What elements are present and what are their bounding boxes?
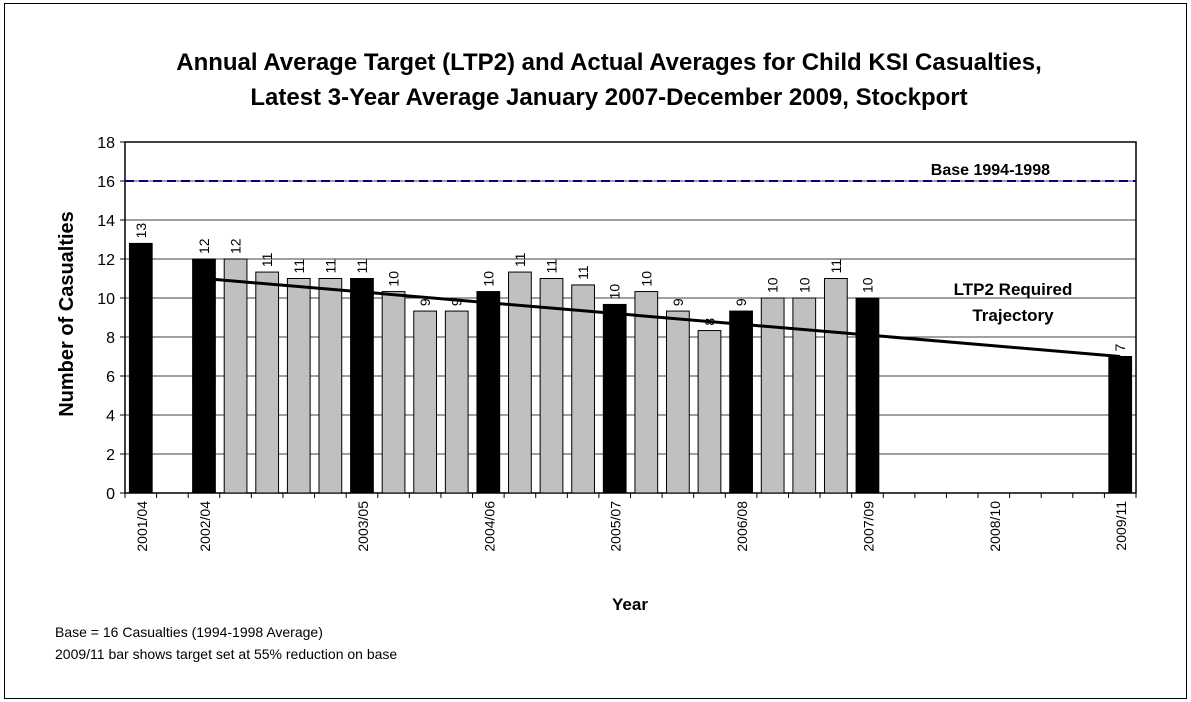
data-label: 10 xyxy=(386,271,402,287)
x-tick-label: 2009/11 xyxy=(1113,501,1129,551)
footnote-base: Base = 16 Casualties (1994-1998 Average) xyxy=(55,624,323,640)
chart-svg: Annual Average Target (LTP2) and Actual … xyxy=(56,49,1137,614)
x-tick-label: 2003/05 xyxy=(355,501,371,552)
data-label: 10 xyxy=(607,284,623,300)
data-label: 11 xyxy=(544,259,560,274)
bar-rolling xyxy=(760,297,785,494)
data-label: 10 xyxy=(638,271,654,287)
bar-rolling xyxy=(792,297,817,494)
y-tick-label: 2 xyxy=(106,447,115,464)
y-tick-label: 6 xyxy=(106,369,115,386)
bar-annual xyxy=(192,258,216,494)
bar-annual xyxy=(128,242,153,494)
data-label: 11 xyxy=(322,259,338,274)
bar-rolling xyxy=(508,271,532,494)
bar-annual xyxy=(855,297,880,494)
x-tick-label: 2004/06 xyxy=(481,501,497,552)
footnote-target: 2009/11 bar shows target set at 55% redu… xyxy=(55,646,398,662)
bar-rolling xyxy=(255,271,280,494)
bar-annual xyxy=(729,310,753,494)
chart-frame: Annual Average Target (LTP2) and Actual … xyxy=(4,3,1187,699)
data-label: 10 xyxy=(480,271,496,287)
data-label: 11 xyxy=(828,259,844,274)
y-axis-label: Number of Casualties xyxy=(56,211,78,417)
bar-rolling xyxy=(666,310,690,494)
data-label: 7 xyxy=(1112,344,1128,352)
chart-subtitle: Latest 3-Year Average January 2007-Decem… xyxy=(250,84,967,111)
bar-rolling xyxy=(697,330,722,494)
y-tick-label: 10 xyxy=(97,291,115,308)
data-label: 9 xyxy=(733,298,749,306)
x-tick-label: 2008/10 xyxy=(987,501,1003,552)
y-tick-label: 8 xyxy=(106,330,115,347)
data-label: 10 xyxy=(765,277,781,293)
x-tick-label: 2001/04 xyxy=(134,501,150,552)
bar-rolling xyxy=(539,278,564,494)
bar-rolling xyxy=(444,310,469,494)
y-tick-label: 14 xyxy=(97,213,115,230)
data-label: 11 xyxy=(512,252,528,267)
x-axis-label: Year xyxy=(612,595,648,614)
data-label: 11 xyxy=(575,265,591,280)
trajectory-label: LTP2 Required xyxy=(954,280,1073,299)
x-tick-label: 2007/09 xyxy=(860,501,876,552)
data-label: 11 xyxy=(291,259,307,274)
x-tick-label: 2002/04 xyxy=(197,501,213,552)
data-label: 10 xyxy=(796,277,812,293)
data-label: 9 xyxy=(449,298,465,306)
chart-title: Annual Average Target (LTP2) and Actual … xyxy=(176,49,1042,76)
bar-rolling xyxy=(223,258,248,494)
data-label: 10 xyxy=(859,277,875,293)
trajectory-line xyxy=(203,277,1121,358)
bar-annual xyxy=(1108,356,1133,494)
bar-annual xyxy=(476,291,501,494)
bar-annual xyxy=(602,303,627,494)
bar-rolling xyxy=(381,291,406,494)
bar-rolling xyxy=(286,278,311,494)
data-label: 9 xyxy=(417,298,433,306)
x-tick-label: 2005/07 xyxy=(608,501,624,552)
data-label: 12 xyxy=(228,238,244,254)
y-tick-label: 12 xyxy=(97,252,115,269)
bar-rolling xyxy=(318,278,343,494)
data-label: 11 xyxy=(354,259,370,274)
bar-rolling xyxy=(571,284,595,494)
data-label: 12 xyxy=(196,238,212,254)
trajectory-label: Trajectory xyxy=(972,306,1054,325)
bar-rolling xyxy=(413,310,438,494)
y-tick-label: 4 xyxy=(106,408,115,425)
data-label: 13 xyxy=(133,223,149,239)
bar-rolling xyxy=(634,291,659,494)
x-tick-label: 2006/08 xyxy=(734,501,750,552)
y-tick-label: 0 xyxy=(106,486,115,503)
y-tick-label: 16 xyxy=(97,174,115,191)
data-label: 8 xyxy=(701,318,717,326)
bar-annual xyxy=(350,278,374,494)
y-tick-label: 18 xyxy=(97,135,115,152)
bar-rolling xyxy=(823,278,848,494)
data-label: 11 xyxy=(259,252,275,267)
data-label: 9 xyxy=(670,298,686,306)
base-line-label: Base 1994-1998 xyxy=(931,162,1050,179)
